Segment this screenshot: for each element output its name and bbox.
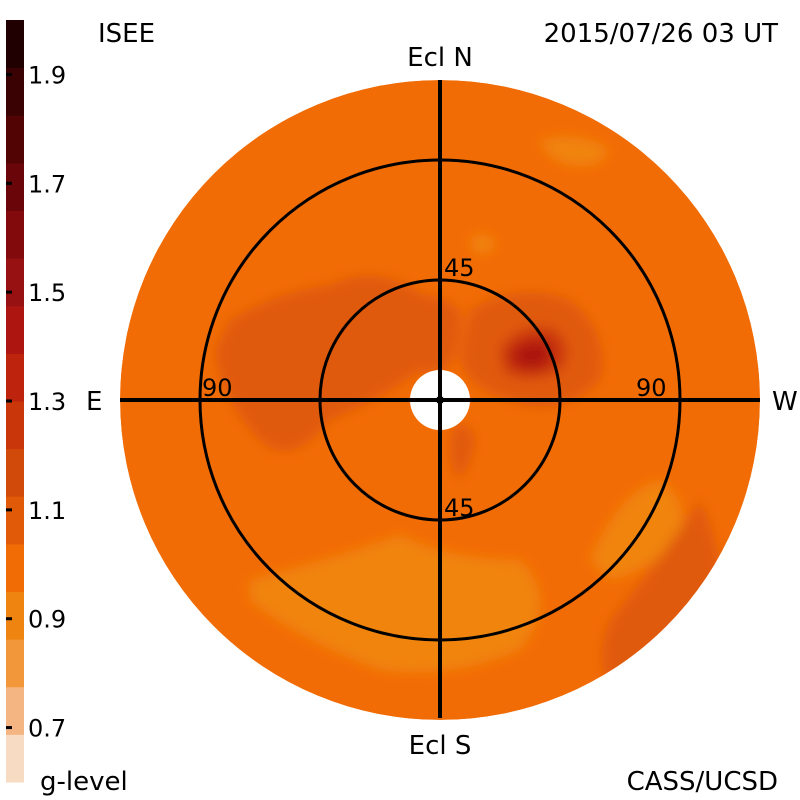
patch-southeast-light <box>590 480 683 580</box>
patch-north-light <box>470 234 496 254</box>
colorbar-tick-label: 1.3 <box>28 388 66 416</box>
patch-south-inner <box>449 424 475 480</box>
colorbar-band <box>6 591 24 640</box>
colorbar <box>6 20 24 783</box>
label-ecl-n: Ecl N <box>407 43 473 73</box>
colorbar-band <box>6 67 24 116</box>
colorbar-band <box>6 734 24 783</box>
ring-label-90-west: 90 <box>636 374 667 402</box>
colorbar-ticks: 1.9 1.7 1.5 1.3 1.1 0.9 0.7 <box>6 61 66 743</box>
credit-label: CASS/UCSD <box>627 767 778 797</box>
colorbar-band <box>6 258 24 307</box>
colorbar-band <box>6 401 24 450</box>
colorbar-tick-label: 0.7 <box>28 715 66 743</box>
patch-west-peak <box>512 341 551 369</box>
colorbar-tick-label: 1.1 <box>28 497 66 525</box>
label-west: W <box>772 387 798 417</box>
colorbar-tick-label: 1.7 <box>28 170 66 198</box>
patch-east-dark <box>215 275 434 452</box>
timestamp-label: 2015/07/26 03 UT <box>544 19 778 49</box>
colorbar-band <box>6 305 24 354</box>
colorbar-tick-label: 0.9 <box>28 606 66 634</box>
ring-label-45-south: 45 <box>444 494 475 522</box>
colorbar-band <box>6 448 24 497</box>
ring-label-90-east: 90 <box>202 374 233 402</box>
colorbar-band <box>6 353 24 402</box>
colorbar-tick-label: 1.5 <box>28 279 66 307</box>
colorbar-band <box>6 639 24 688</box>
colorbar-band <box>6 543 24 592</box>
patch-northeast-light <box>540 136 610 166</box>
label-east: E <box>86 387 102 417</box>
colorbar-tick-label: 1.9 <box>28 61 66 89</box>
colorbar-band <box>6 210 24 259</box>
label-ecl-s: Ecl S <box>409 731 472 761</box>
colorbar-band <box>6 115 24 164</box>
patch-inner-north <box>391 294 461 374</box>
colorbar-band <box>6 496 24 545</box>
source-label: ISEE <box>98 19 155 49</box>
field-patches <box>215 136 723 700</box>
colorbar-title: g-level <box>40 767 128 797</box>
colorbar-band <box>6 686 24 735</box>
ring-label-45-north: 45 <box>444 254 475 282</box>
colorbar-band <box>6 162 24 211</box>
center-dot <box>436 396 444 404</box>
colorbar-band <box>6 20 24 69</box>
